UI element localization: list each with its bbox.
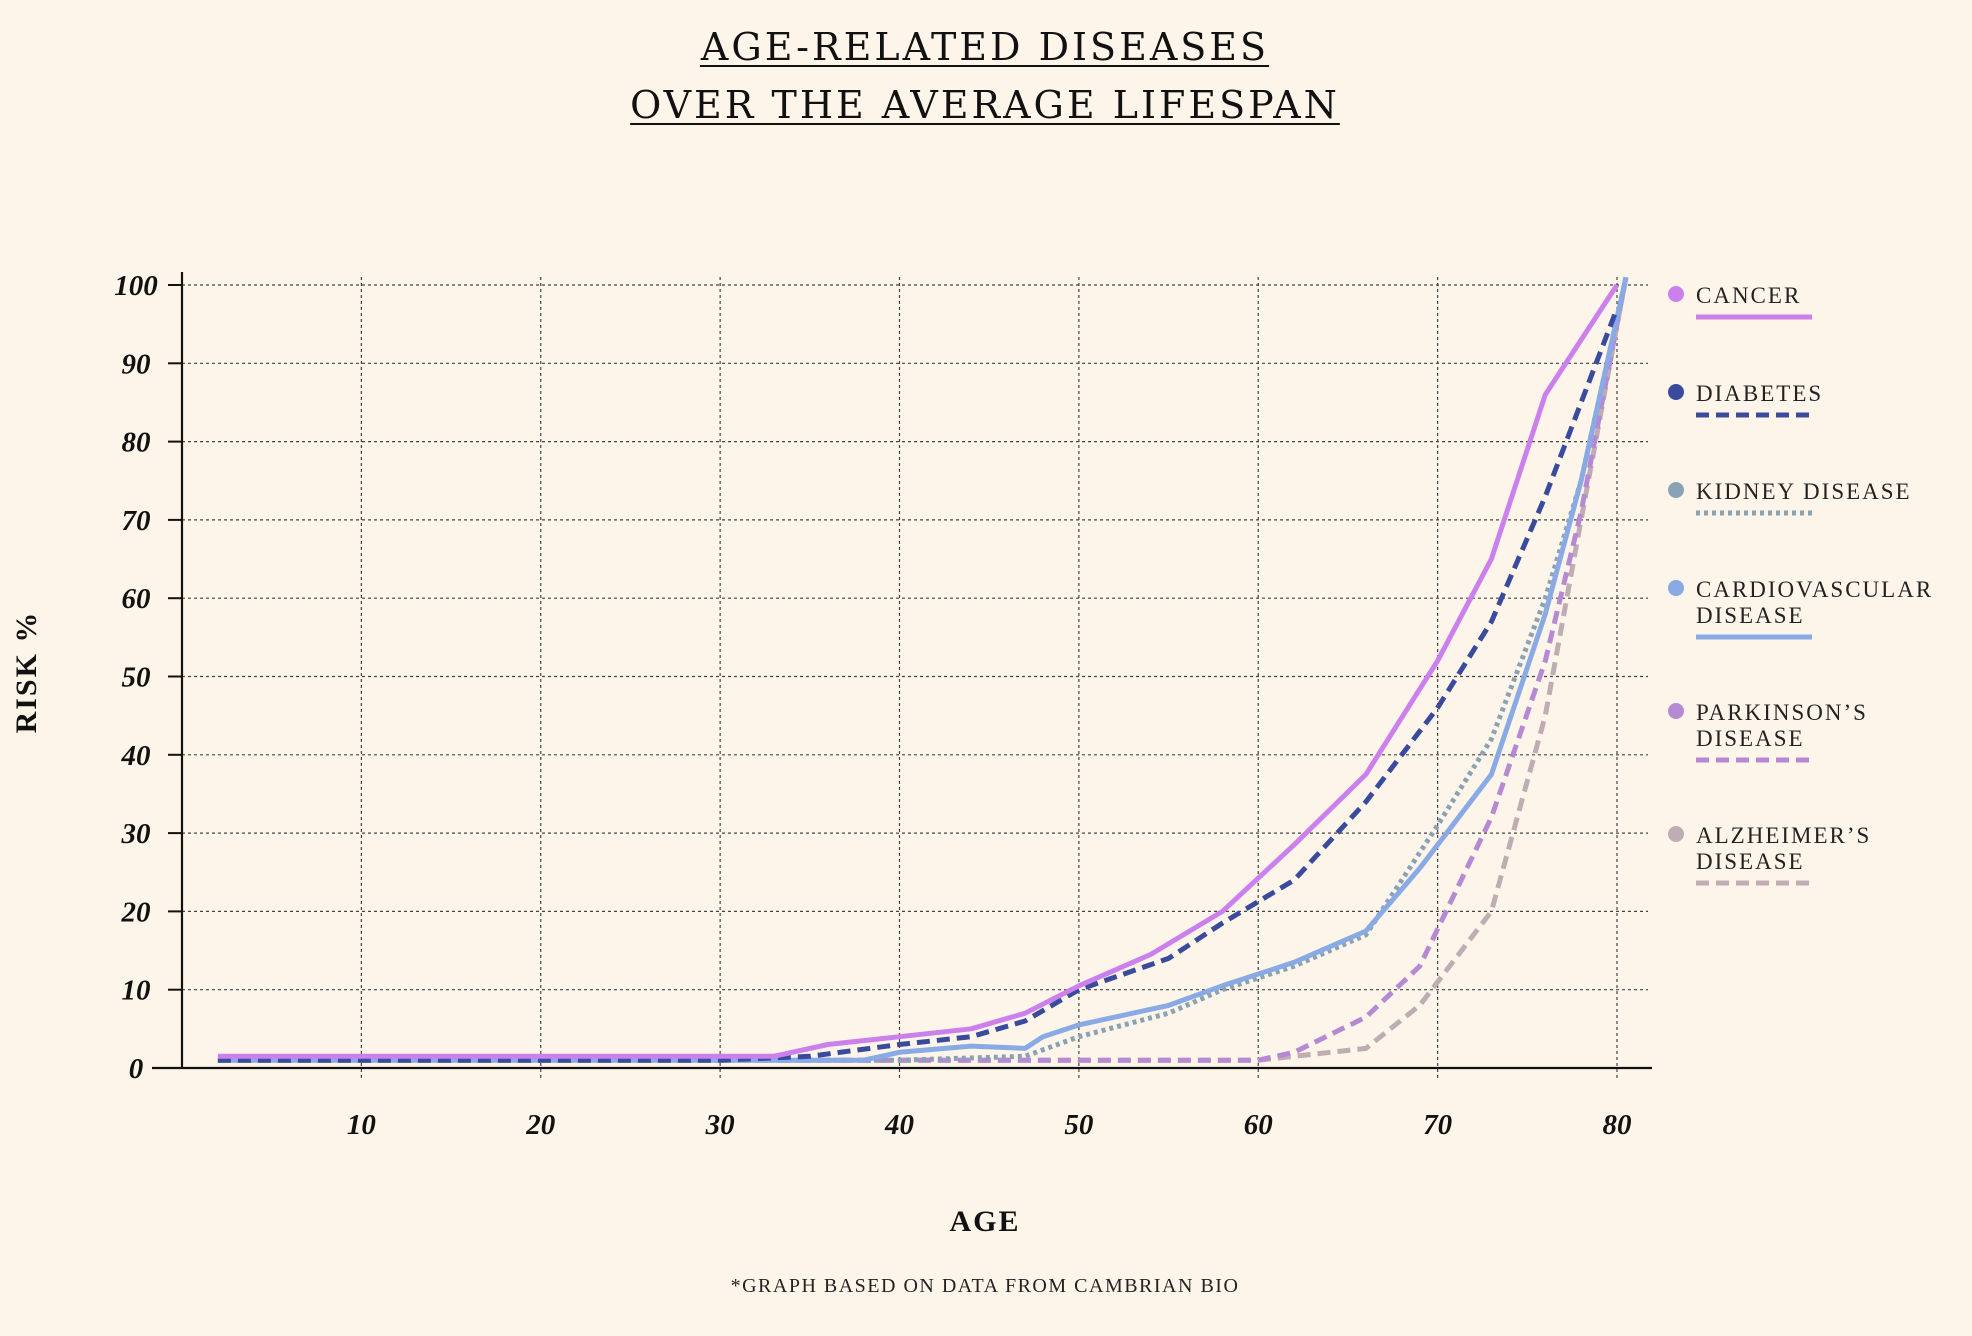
- y-tick-label: 0: [129, 1053, 144, 1085]
- legend-label: ALZHEIMER’S: [1696, 823, 1871, 848]
- legend-label: CARDIOVASCULAR: [1696, 577, 1933, 602]
- series-line-cancer: [217, 283, 1620, 1059]
- legend-label: DISEASE: [1696, 849, 1805, 874]
- y-tick-label: 50: [122, 662, 151, 694]
- legend-label: DIABETES: [1696, 381, 1823, 406]
- chart-title: AGE-RELATED DISEASES OVER THE AVERAGE LI…: [630, 25, 1340, 127]
- chart-title-line-1: AGE-RELATED DISEASES: [700, 25, 1269, 69]
- series-line-parkinson-s-disease: [217, 276, 1629, 1063]
- series-line-alzheimer-s-disease: [217, 276, 1629, 1063]
- footnote: *GRAPH BASED ON DATA FROM CAMBRIAN BIO: [731, 1275, 1240, 1297]
- legend-label: CANCER: [1696, 283, 1801, 308]
- legend-label: KIDNEY DISEASE: [1696, 479, 1912, 504]
- legend-label: PARKINSON’S: [1696, 700, 1868, 725]
- chart-title-line-2: OVER THE AVERAGE LIFESPAN: [630, 83, 1340, 127]
- legend-marker: [1668, 384, 1684, 400]
- tick-labels: 0 10 20 30 40 50 60 70 80 90 100 10 20 30 40 50 60 70 80: [114, 270, 1631, 1141]
- series-line-kidney-disease: [217, 276, 1629, 1063]
- y-tick-label: 10: [122, 975, 151, 1007]
- y-tick-label: 80: [122, 427, 151, 459]
- legend-marker: [1668, 482, 1684, 498]
- legend-label: DISEASE: [1696, 603, 1805, 628]
- legend-label: DISEASE: [1696, 726, 1805, 751]
- series-lines: [217, 276, 1629, 1063]
- x-tick-label: 40: [884, 1109, 914, 1141]
- x-tick-label: 60: [1244, 1109, 1273, 1141]
- y-tick-label: 40: [121, 740, 151, 772]
- x-tick-label: 10: [347, 1109, 376, 1141]
- y-tick-label: 90: [122, 348, 151, 380]
- y-tick-label: 20: [121, 896, 151, 928]
- axes: [152, 272, 1652, 1070]
- y-axis-label: RISK %: [10, 611, 43, 734]
- legend-marker: [1668, 286, 1684, 302]
- x-tick-label: 70: [1423, 1109, 1452, 1141]
- x-tick-label: 50: [1064, 1109, 1093, 1141]
- x-tick-label: 30: [705, 1109, 735, 1141]
- y-tick-label: 70: [122, 505, 151, 537]
- legend-item: DIABETES: [1668, 381, 1823, 418]
- y-tick-label: 60: [122, 583, 151, 615]
- legend-marker: [1668, 703, 1684, 719]
- legend-marker: [1668, 580, 1684, 596]
- x-tick-label: 80: [1603, 1109, 1632, 1141]
- y-tick-label: 100: [114, 270, 158, 302]
- series-line-diabetes: [217, 307, 1620, 1063]
- legend-item: KIDNEY DISEASE: [1668, 479, 1912, 516]
- legend-item: CANCER: [1668, 283, 1812, 320]
- legend-marker: [1668, 826, 1684, 842]
- x-tick-label: 20: [525, 1109, 555, 1141]
- grid: [182, 277, 1648, 1080]
- legend: CANCER DIABETES KIDNEY DISEASE CARDIOVASCUL…: [1668, 283, 1933, 886]
- y-tick-label: 30: [121, 818, 151, 850]
- x-axis-label: AGE: [949, 1205, 1020, 1238]
- series-line-cardiovascular-disease: [217, 276, 1629, 1063]
